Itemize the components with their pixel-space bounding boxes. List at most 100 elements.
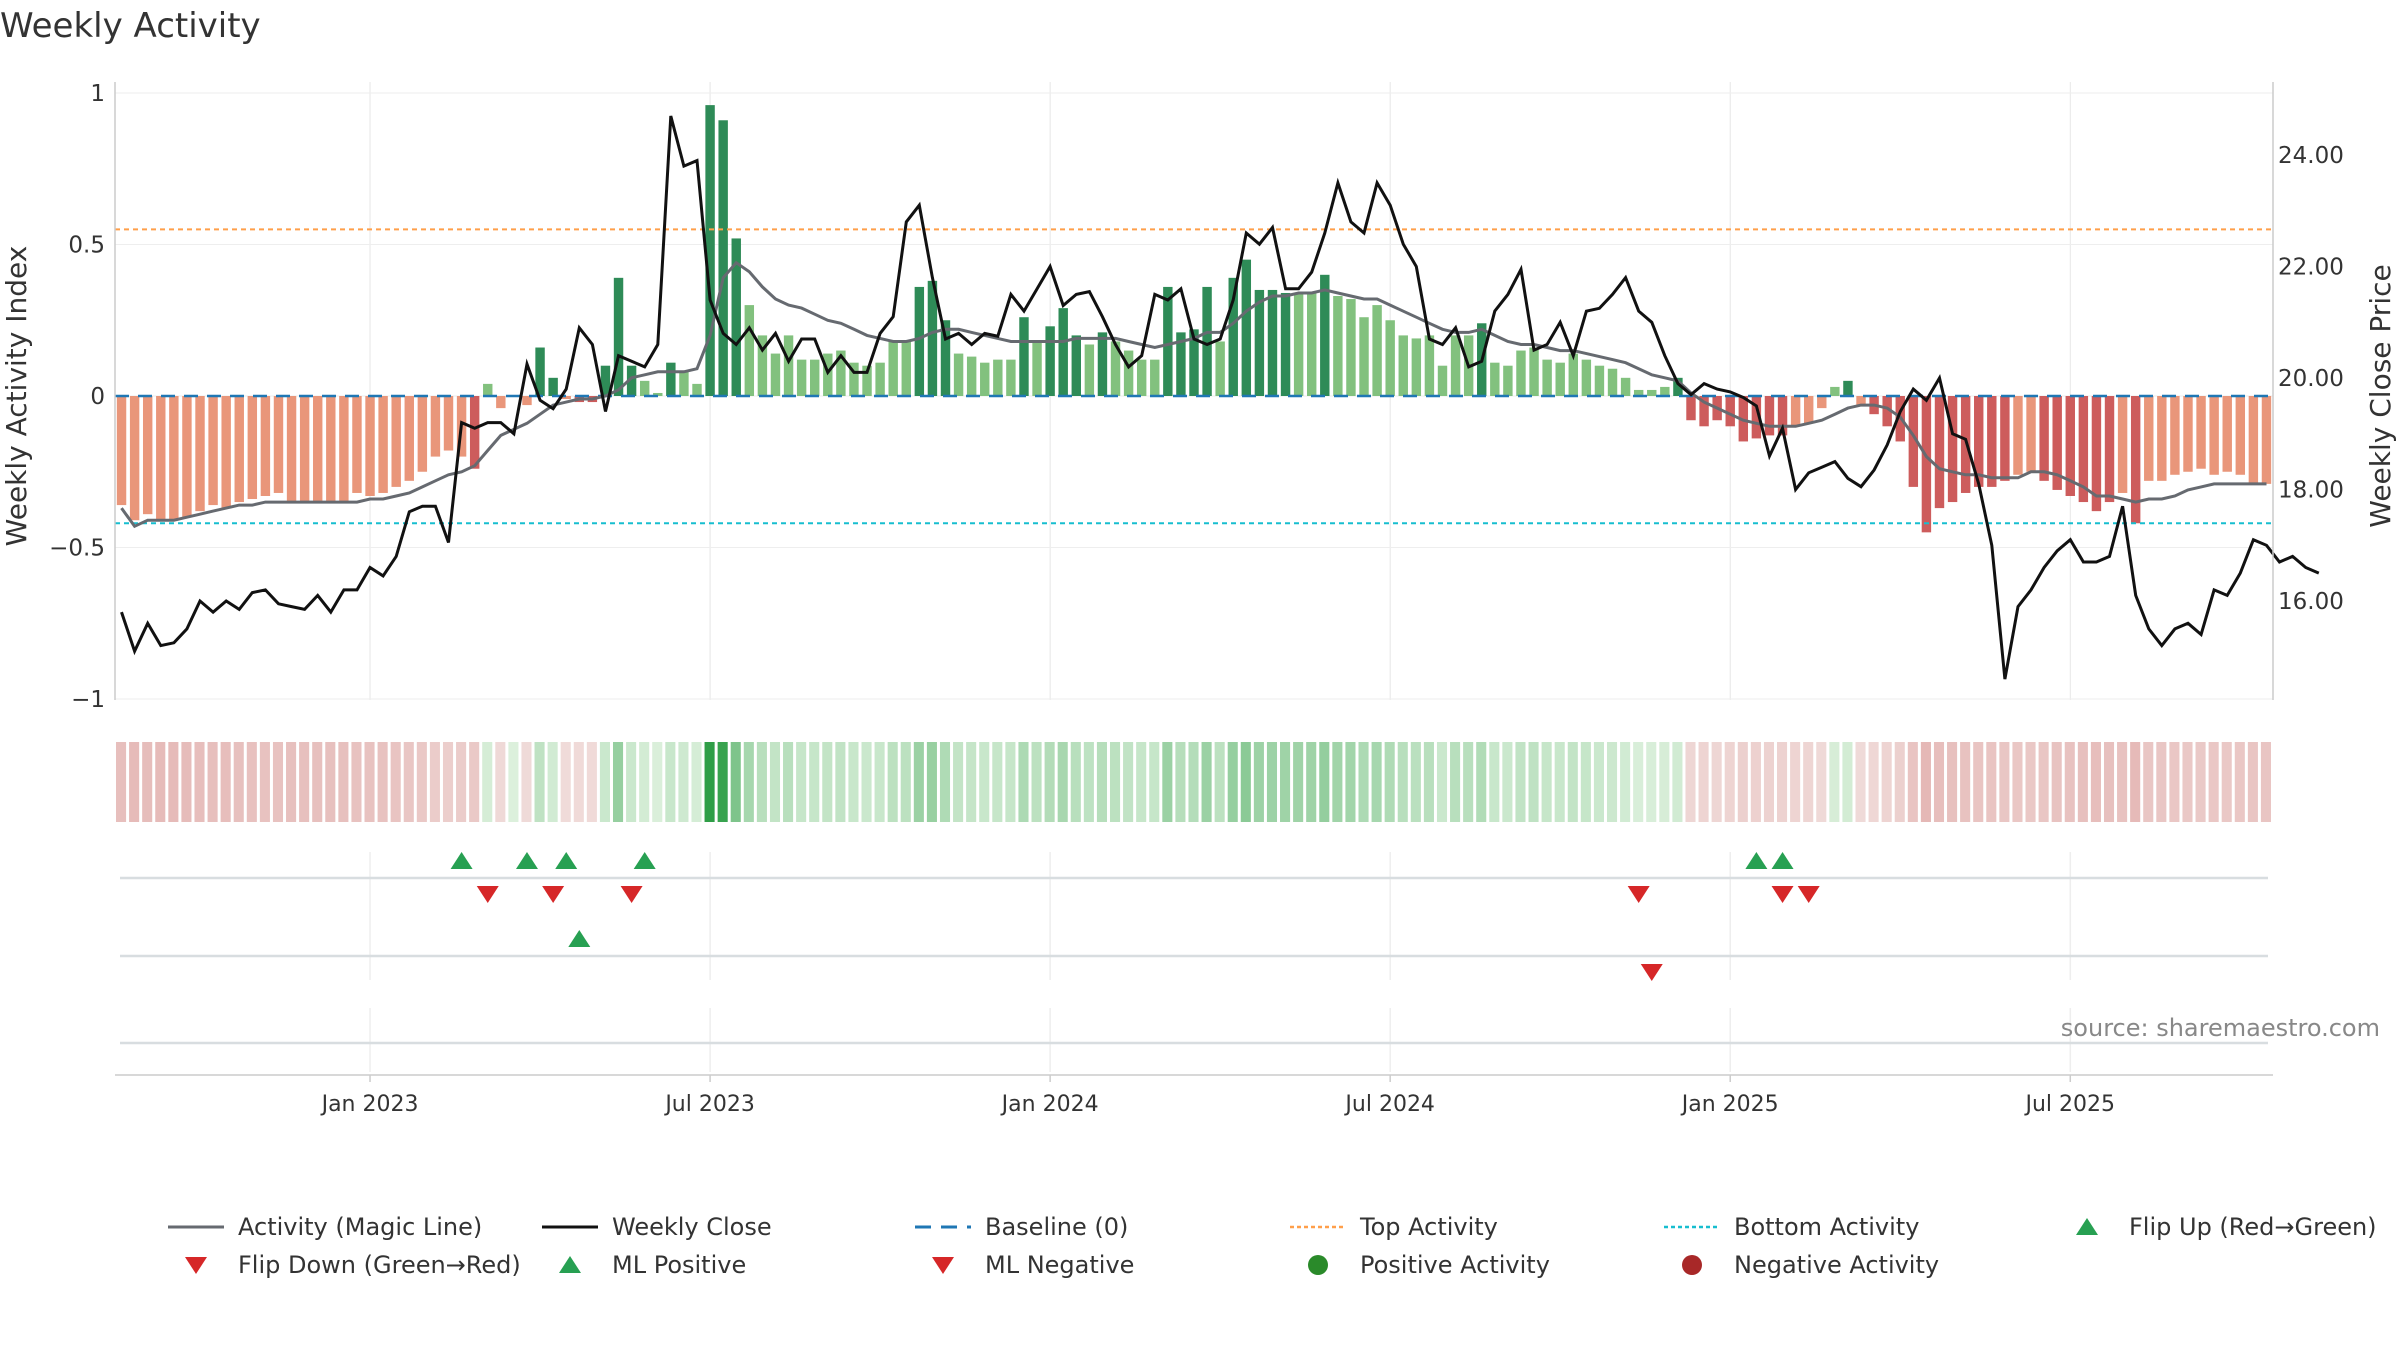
activity-bar xyxy=(522,396,532,406)
activity-strip-cell xyxy=(1293,742,1304,822)
activity-bar xyxy=(352,396,362,493)
activity-strip-cell xyxy=(1214,742,1225,822)
activity-strip-cell xyxy=(1005,742,1016,822)
legend-item: ML Positive xyxy=(540,1251,746,1279)
activity-bar xyxy=(1307,292,1317,396)
activity-bar xyxy=(2104,396,2115,503)
activity-bar xyxy=(208,396,218,506)
activity-bar xyxy=(1228,277,1238,396)
activity-strip-cell xyxy=(1737,742,1748,822)
activity-strip-cell xyxy=(1057,742,1068,822)
activity-bar xyxy=(1150,359,1160,396)
activity-strip-cell xyxy=(272,742,284,822)
legend-label: Flip Down (Green→Red) xyxy=(238,1251,521,1279)
activity-bar xyxy=(195,396,205,512)
activity-bar xyxy=(1372,305,1382,396)
flip-up-marker xyxy=(450,852,473,869)
activity-strip-cell xyxy=(1162,742,1173,822)
activity-strip-cell xyxy=(2195,742,2206,822)
legend-label: Negative Activity xyxy=(1734,1251,1940,1279)
activity-bar xyxy=(1947,396,1958,503)
activity-strip-cell xyxy=(1790,742,1801,822)
activity-strip-cell xyxy=(2143,742,2154,822)
activity-bar xyxy=(169,396,179,521)
activity-strip-cell xyxy=(168,742,179,822)
activity-strip-cell xyxy=(2038,742,2049,822)
activity-bar xyxy=(718,120,728,397)
activity-strip-cell xyxy=(612,742,624,822)
activity-bar xyxy=(1974,396,1984,487)
activity-bar xyxy=(1817,396,1827,409)
activity-strip-cell xyxy=(2169,742,2180,822)
activity-strip-cell xyxy=(1881,742,1892,822)
activity-bar xyxy=(2091,396,2102,512)
activity-strip-cell xyxy=(1319,742,1330,822)
activity-bar xyxy=(1136,359,1147,396)
right-tick-label: 24.00 xyxy=(2278,143,2344,169)
activity-strip-cell xyxy=(1083,742,1094,822)
activity-bar xyxy=(2013,396,2023,475)
activity-bar xyxy=(953,353,964,396)
legend-label: Baseline (0) xyxy=(985,1213,1129,1241)
activity-strip-cell xyxy=(730,742,741,822)
activity-bar xyxy=(1790,396,1801,427)
activity-strip-cell xyxy=(1371,742,1382,822)
activity-bar xyxy=(156,396,166,521)
activity-bar xyxy=(1751,396,1762,439)
activity-bar xyxy=(339,396,349,503)
legend-label: Flip Up (Red→Green) xyxy=(2129,1213,2377,1241)
activity-bar xyxy=(993,359,1003,396)
activity-bar xyxy=(731,238,741,396)
activity-bar xyxy=(1163,286,1173,396)
activity-bar xyxy=(1058,308,1068,396)
activity-strip-cell xyxy=(259,742,270,822)
activity-strip-cell xyxy=(992,742,1003,822)
left-tick-label: 1 xyxy=(90,81,105,107)
activity-bar xyxy=(2235,396,2246,475)
activity-strip-cell xyxy=(1358,742,1369,822)
activity-strip-cell xyxy=(1136,742,1147,822)
activity-strip-cell xyxy=(1227,742,1238,822)
activity-strip-cell xyxy=(142,742,153,822)
right-tick-label: 22.00 xyxy=(2278,255,2344,281)
activity-bar xyxy=(2000,396,2010,481)
activity-strip-cell xyxy=(220,742,231,822)
activity-strip-cell xyxy=(1593,742,1604,822)
activity-strip-cell xyxy=(286,742,297,822)
activity-bar xyxy=(286,396,297,503)
activity-strip-cell xyxy=(194,742,205,822)
activity-strip-cell xyxy=(1986,742,1997,822)
activity-strip-cell xyxy=(1947,742,1958,822)
activity-bar xyxy=(626,365,637,396)
activity-bar xyxy=(940,320,951,396)
activity-strip-cell xyxy=(390,742,401,822)
activity-strip-cell xyxy=(1175,742,1186,822)
activity-bar xyxy=(260,396,271,496)
activity-bar xyxy=(679,371,689,396)
activity-strip-cell xyxy=(1201,742,1212,822)
activity-strip-cell xyxy=(1266,742,1278,822)
activity-bar xyxy=(182,396,192,518)
activity-bar xyxy=(1568,353,1578,396)
activity-bar xyxy=(770,353,781,396)
activity-strip-cell xyxy=(1855,742,1866,822)
activity-bar xyxy=(901,341,911,396)
activity-bar xyxy=(914,286,925,396)
activity-bar xyxy=(1032,341,1042,396)
activity-bar xyxy=(2039,396,2049,481)
activity-strip-cell xyxy=(1109,742,1121,822)
activity-strip-cell xyxy=(2260,742,2271,822)
activity-strip-cell xyxy=(181,742,192,822)
legend-item: ML Negative xyxy=(913,1251,1134,1279)
activity-strip-cell xyxy=(560,742,571,822)
activity-bar xyxy=(326,396,336,503)
activity-strip-cell xyxy=(639,742,650,822)
activity-bar xyxy=(1830,386,1840,396)
x-tick-label: Jul 2023 xyxy=(663,1092,755,1117)
right-tick-label: 16.00 xyxy=(2278,589,2344,615)
x-tick-label: Jul 2024 xyxy=(1343,1092,1435,1117)
activity-strip-cell xyxy=(953,742,964,822)
activity-strip-cell xyxy=(521,742,532,822)
activity-strip-cell xyxy=(1803,742,1814,822)
activity-strip-cell xyxy=(508,742,519,822)
